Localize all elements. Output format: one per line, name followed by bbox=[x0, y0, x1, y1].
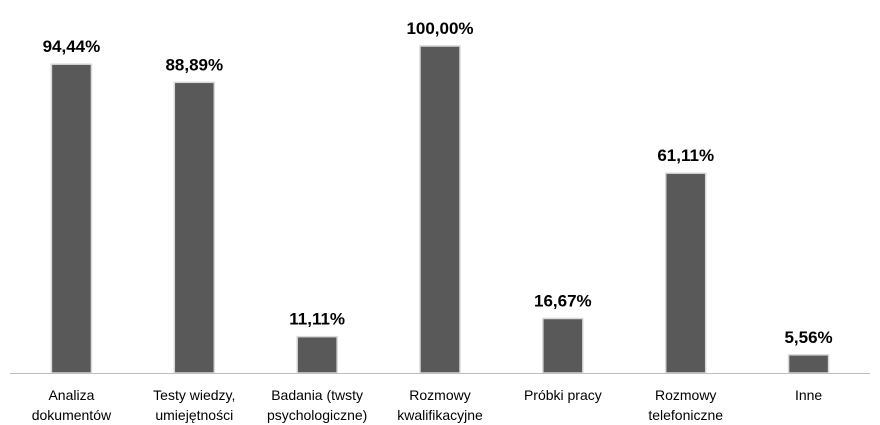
category-label-2-line-0: Badania (twsty bbox=[271, 387, 363, 403]
data-label-1: 88,89% bbox=[165, 55, 223, 74]
data-labels-group: 94,44% 88,89% 11,11% 100,00% 16,67% 61,11% 5,5… bbox=[43, 19, 833, 347]
bar-0 bbox=[50, 63, 93, 374]
category-labels-group: Analiza dokumentów Testy wiedzy, umiejętnoś… bbox=[32, 387, 823, 423]
category-label-5: Rozmowy telefoniczne bbox=[648, 387, 723, 423]
bar-5 bbox=[664, 172, 707, 374]
data-label-2: 11,11% bbox=[289, 310, 345, 329]
category-label-6: Inne bbox=[795, 387, 822, 403]
bar-6 bbox=[787, 354, 830, 374]
category-label-3: Rozmowy kwalifikacyjne bbox=[397, 387, 483, 423]
bars-group bbox=[50, 45, 830, 374]
data-label-5: 61,11% bbox=[657, 146, 714, 165]
bar-4 bbox=[542, 317, 584, 374]
data-label-4: 16,67% bbox=[534, 291, 592, 310]
category-label-3-line-0: Rozmowy bbox=[409, 387, 470, 403]
category-label-6-line-0: Inne bbox=[795, 387, 822, 403]
category-label-0-line-1: dokumentów bbox=[32, 407, 112, 423]
category-label-2-line-1: psychologiczne) bbox=[267, 407, 367, 423]
data-label-0: 94,44% bbox=[43, 37, 101, 56]
bar-3 bbox=[419, 45, 461, 374]
data-label-3: 100,00% bbox=[406, 19, 473, 38]
category-label-5-line-1: telefoniczne bbox=[648, 407, 723, 423]
category-label-1-line-1: umiejętności bbox=[155, 407, 233, 423]
category-label-2: Badania (twsty psychologiczne) bbox=[267, 387, 367, 423]
category-label-5-line-0: Rozmowy bbox=[655, 387, 716, 403]
category-label-3-line-1: kwalifikacyjne bbox=[397, 407, 483, 423]
data-label-6: 5,56% bbox=[784, 328, 832, 347]
category-label-1-line-0: Testy wiedzy, bbox=[153, 387, 235, 403]
bar-2 bbox=[296, 335, 338, 374]
category-label-0-line-0: Analiza bbox=[48, 387, 94, 403]
category-label-4-line-0: Próbki pracy bbox=[524, 387, 602, 403]
category-label-1: Testy wiedzy, umiejętności bbox=[153, 387, 235, 423]
category-label-0: Analiza dokumentów bbox=[32, 387, 112, 423]
bar-1 bbox=[173, 81, 216, 374]
category-label-4: Próbki pracy bbox=[524, 387, 602, 403]
